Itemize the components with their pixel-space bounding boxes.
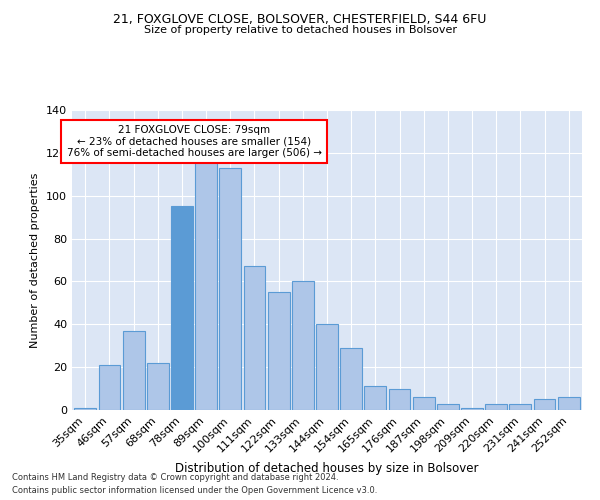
Bar [558,397,580,410]
X-axis label: Distribution of detached houses by size in Bolsover: Distribution of detached houses by size … [175,462,479,475]
Bar [461,408,483,410]
Bar [533,400,556,410]
Bar [485,404,507,410]
Bar [147,363,169,410]
Bar [316,324,338,410]
Bar [195,155,217,410]
Text: 21 FOXGLOVE CLOSE: 79sqm
← 23% of detached houses are smaller (154)
76% of semi-: 21 FOXGLOVE CLOSE: 79sqm ← 23% of detach… [67,125,322,158]
Bar [413,397,434,410]
Bar [509,404,531,410]
Y-axis label: Number of detached properties: Number of detached properties [31,172,40,348]
Text: Contains public sector information licensed under the Open Government Licence v3: Contains public sector information licen… [12,486,377,495]
Bar [268,292,290,410]
Text: Size of property relative to detached houses in Bolsover: Size of property relative to detached ho… [143,25,457,35]
Bar [74,408,96,410]
Text: 21, FOXGLOVE CLOSE, BOLSOVER, CHESTERFIELD, S44 6FU: 21, FOXGLOVE CLOSE, BOLSOVER, CHESTERFIE… [113,12,487,26]
Bar [171,206,193,410]
Bar [220,168,241,410]
Bar [292,282,314,410]
Bar [244,266,265,410]
Bar [340,348,362,410]
Bar [123,330,145,410]
Bar [437,404,459,410]
Bar [364,386,386,410]
Bar [389,388,410,410]
Text: Contains HM Land Registry data © Crown copyright and database right 2024.: Contains HM Land Registry data © Crown c… [12,474,338,482]
Bar [98,365,121,410]
